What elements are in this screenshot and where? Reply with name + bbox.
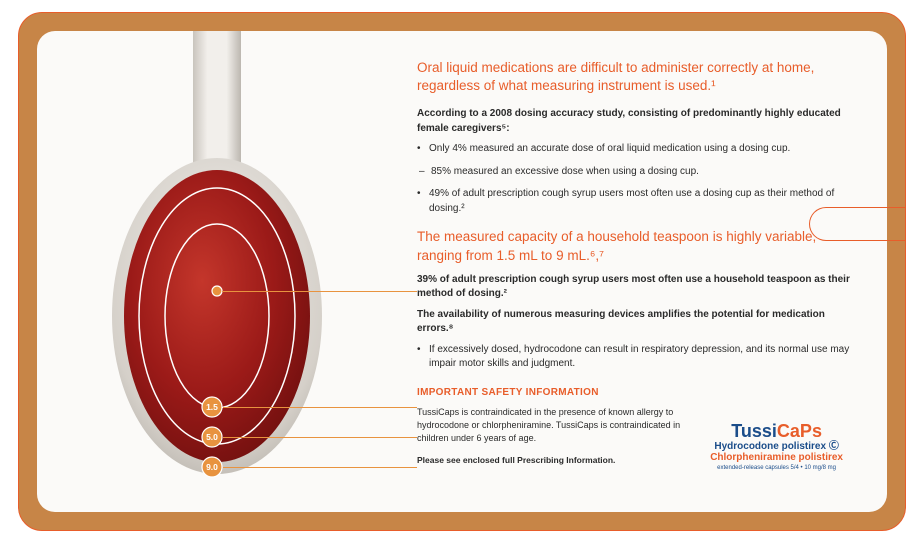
leader-line-top — [222, 291, 417, 292]
sub-bullet: 85% measured an excessive dose when usin… — [417, 165, 857, 180]
para-availability: The availability of numerous measuring d… — [417, 308, 857, 337]
brand-logo-block: TussiCaPs Hydrocodone polistirex Ⓒ Chlor… — [710, 422, 843, 472]
svg-text:1.5: 1.5 — [206, 402, 218, 412]
bullet-list-1: Only 4% measured an accurate dose of ora… — [417, 142, 857, 157]
inner-card: 1.5 5.0 9.0 Oral liquid medications are … — [37, 31, 887, 512]
brand-generic-1: Hydrocodone polistirex Ⓒ — [710, 441, 843, 452]
bullet-item: 49% of adult prescription cough syrup us… — [417, 187, 857, 216]
bullet-list-2: If excessively dosed, hydrocodone can re… — [417, 343, 857, 372]
safety-title: IMPORTANT SAFETY INFORMATION — [417, 386, 857, 401]
outer-frame: 1.5 5.0 9.0 Oral liquid medications are … — [18, 12, 906, 531]
page-tab[interactable] — [809, 207, 905, 241]
leader-line-2 — [223, 437, 417, 438]
para-39: 39% of adult prescription cough syrup us… — [417, 273, 857, 302]
spoon-markers: 1.5 5.0 9.0 — [202, 397, 222, 477]
study-intro: According to a 2008 dosing accuracy stud… — [417, 107, 857, 136]
leader-line-1 — [223, 407, 417, 408]
spoon-illustration-area: 1.5 5.0 9.0 — [37, 31, 407, 512]
leader-line-3 — [223, 467, 417, 468]
brand-dosage: extended-release capsules 5/4 • 10 mg/8 … — [710, 465, 843, 472]
headline: Oral liquid medications are difficult to… — [417, 59, 857, 95]
brand-name-part1: Tussi — [731, 421, 777, 441]
bullet-item: If excessively dosed, hydrocodone can re… — [417, 343, 857, 372]
svg-text:9.0: 9.0 — [206, 462, 218, 472]
safety-text: TussiCaps is contraindicated in the pres… — [417, 406, 697, 445]
brand-name-part2: CaPs — [777, 421, 822, 441]
brand-name: TussiCaPs — [710, 422, 843, 442]
spoon-illustration: 1.5 5.0 9.0 — [97, 31, 357, 479]
bullet-list-1b: 49% of adult prescription cough syrup us… — [417, 187, 857, 216]
capacity-headline: The measured capacity of a household tea… — [417, 228, 857, 264]
bullet-item: Only 4% measured an accurate dose of ora… — [417, 142, 857, 157]
svg-text:5.0: 5.0 — [206, 432, 218, 442]
brand-generic-2: Chlorpheniramine polistirex — [710, 452, 843, 463]
